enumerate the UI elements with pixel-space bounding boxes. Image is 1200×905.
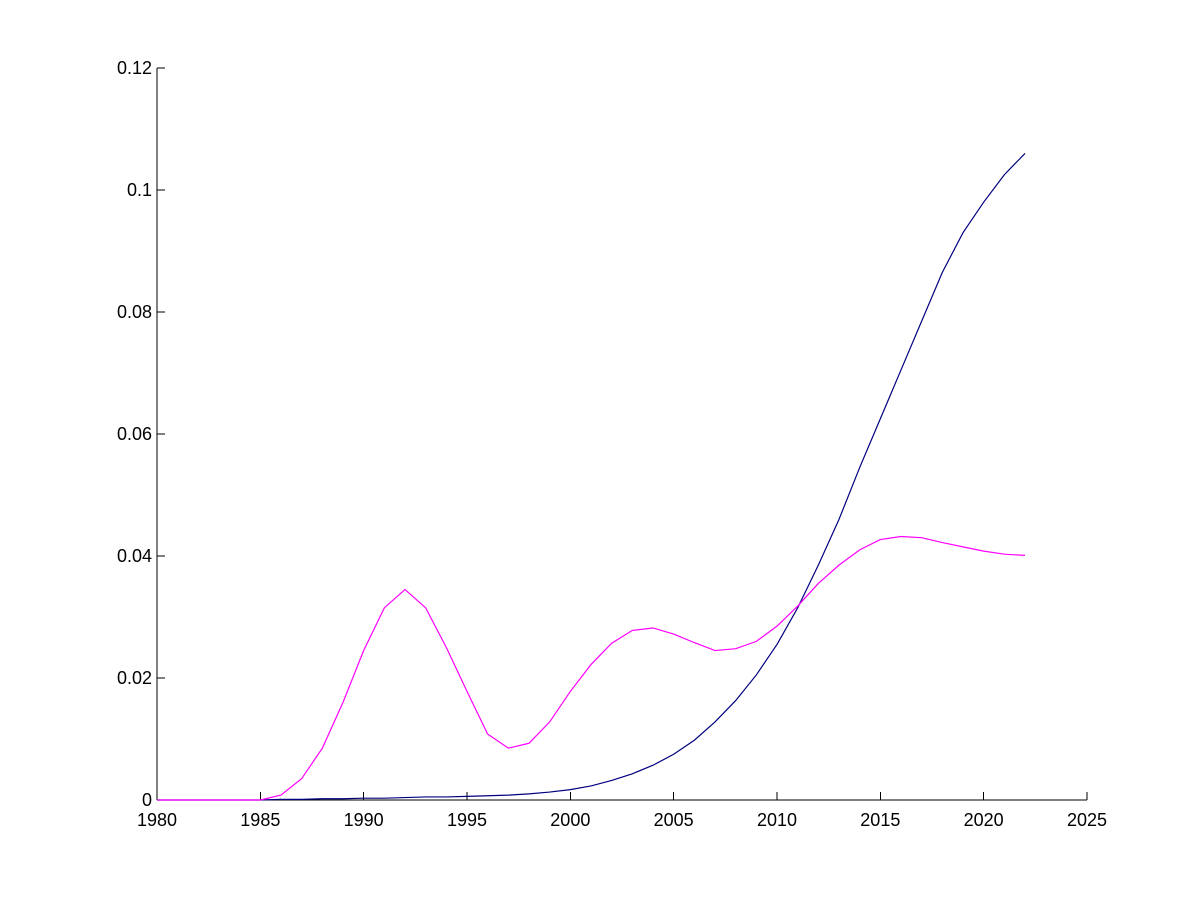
y-tick-label: 0.08 [117,302,152,322]
y-tick-label: 0.06 [117,424,152,444]
x-tick-label: 1990 [344,810,384,830]
x-tick-label: 1985 [240,810,280,830]
y-tick-label: 0.02 [117,668,152,688]
y-tick-label: 0.12 [117,58,152,78]
y-tick-label: 0.04 [117,546,152,566]
x-tick-label: 2005 [654,810,694,830]
x-tick-label: 2015 [860,810,900,830]
series-layer [157,152,1026,801]
y-tick-label: 0.1 [127,180,152,200]
x-tick-label: 2010 [757,810,797,830]
axes: 1980 1985 1990 1995 2000 2005 2010 2015 2020 2025… [117,58,1107,830]
x-tick-label: 1980 [137,810,177,830]
y-tick-label: 0 [142,790,152,810]
series-line-blue [157,152,1026,801]
x-tick-label: 2025 [1067,810,1107,830]
series-line-magenta [157,535,1026,801]
x-tick-label: 2000 [550,810,590,830]
x-tick-label: 1995 [447,810,487,830]
x-tick-label: 2020 [964,810,1004,830]
